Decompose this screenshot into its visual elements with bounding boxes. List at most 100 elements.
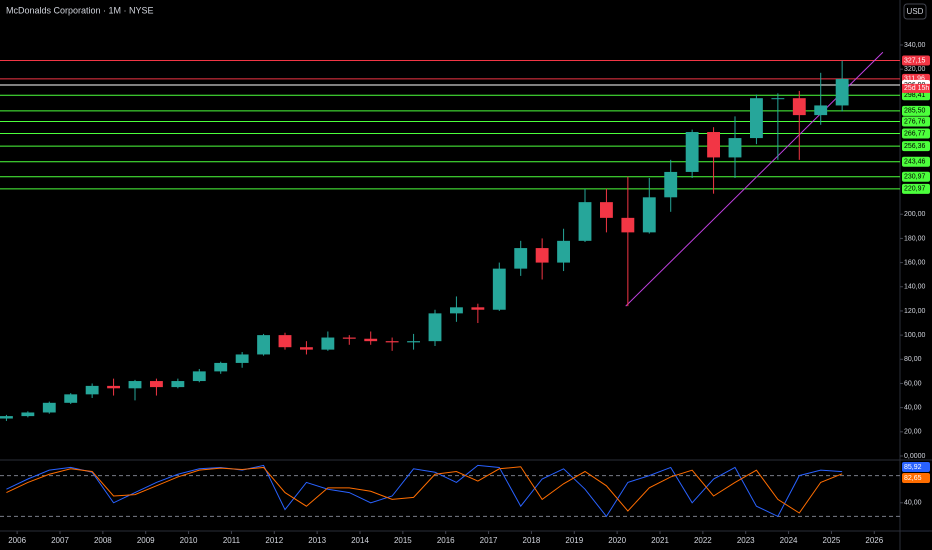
level-label: 220,97 <box>904 186 926 193</box>
x-tick-label: 2017 <box>480 536 498 545</box>
chart-title: McDonalds Corporation · 1M · NYSE <box>6 5 154 15</box>
candle-body <box>278 335 292 348</box>
x-tick-label: 2018 <box>523 536 541 545</box>
candle-body <box>707 132 720 158</box>
y-tick-label: 160,00 <box>904 259 926 266</box>
candle-body <box>0 416 13 419</box>
candle-body <box>835 78 849 106</box>
candle-body <box>321 337 335 350</box>
candle-body <box>342 337 356 339</box>
candle-body <box>450 307 463 314</box>
y-tick-label: 60,00 <box>904 380 922 387</box>
x-tick-label: 2015 <box>394 536 412 545</box>
currency-label[interactable]: USD <box>907 7 924 16</box>
candle-body <box>128 381 142 389</box>
y-tick-label: 120,00 <box>904 308 926 315</box>
candle-body <box>385 341 399 343</box>
candle-body <box>150 381 163 388</box>
level-label: 256,36 <box>904 143 926 150</box>
x-tick-label: 2013 <box>308 536 326 545</box>
candle-body <box>192 371 206 382</box>
y-tick-label: 340,00 <box>904 42 926 49</box>
stoch-line <box>6 466 843 514</box>
candle-body <box>64 394 78 403</box>
level-tag <box>902 141 930 152</box>
candle-body <box>42 402 56 413</box>
candle-body <box>535 248 549 263</box>
candle-body <box>771 98 785 100</box>
stoch-value-tag <box>902 473 930 483</box>
level-label: 266,77 <box>904 130 926 137</box>
level-tag <box>902 156 930 167</box>
candle-body <box>364 338 378 342</box>
x-tick-label: 2014 <box>351 536 369 545</box>
x-tick-label: 2016 <box>437 536 455 545</box>
candle-body <box>792 98 806 116</box>
x-tick-label: 2008 <box>94 536 112 545</box>
x-tick-label: 2007 <box>51 536 69 545</box>
candle-body <box>750 98 763 139</box>
x-tick-label: 2021 <box>651 536 669 545</box>
level-label: 243,46 <box>904 159 926 166</box>
x-tick-label: 2012 <box>265 536 283 545</box>
candle-body <box>235 354 249 363</box>
y-tick-label: 320,00 <box>904 66 926 73</box>
candle-body <box>300 347 313 350</box>
y-tick-label: 0,0000 <box>904 453 926 460</box>
candle-body <box>471 307 485 310</box>
candle-body <box>171 381 185 388</box>
candle-body <box>107 385 120 389</box>
candle-body <box>557 240 570 263</box>
y-tick-label: 40,00 <box>904 404 922 411</box>
candle-body <box>664 171 678 198</box>
candle-body <box>685 132 699 172</box>
candle-body <box>600 202 613 218</box>
stoch-value-label: 82,65 <box>904 475 922 482</box>
x-tick-label: 2020 <box>608 536 626 545</box>
stoch-line <box>6 464 843 518</box>
x-tick-label: 2022 <box>694 536 712 545</box>
x-tick-label: 2006 <box>8 536 26 545</box>
x-tick-label: 2024 <box>780 536 798 545</box>
level-tag <box>902 171 930 182</box>
level-tag <box>902 105 930 116</box>
level-tag <box>902 55 930 66</box>
level-label: 230,97 <box>904 174 926 181</box>
level-tag <box>902 128 930 139</box>
candle-body <box>642 197 656 233</box>
candle-body <box>578 202 592 241</box>
x-tick-label: 2023 <box>737 536 755 545</box>
candle-body <box>728 138 742 158</box>
y-tick-label: 100,00 <box>904 332 926 339</box>
candle-body <box>814 105 828 116</box>
level-label: 285,50 <box>904 108 926 115</box>
candle-body <box>492 268 506 310</box>
candle-body <box>514 248 528 269</box>
level-label: 276,76 <box>904 118 926 125</box>
level-label: 298,41 <box>904 92 926 99</box>
stoch-value-tag <box>902 462 930 472</box>
candle-body <box>21 412 35 417</box>
stoch-tick-label: 40,00 <box>904 500 922 507</box>
y-tick-label: 140,00 <box>904 284 926 291</box>
countdown-label: 25d 15h <box>904 85 929 92</box>
countdown-tag <box>902 83 930 93</box>
x-tick-label: 2011 <box>223 536 241 545</box>
y-tick-label: 20,00 <box>904 429 922 436</box>
x-tick-label: 2009 <box>137 536 155 545</box>
x-tick-label: 2026 <box>865 536 883 545</box>
candle-body <box>407 341 420 343</box>
x-tick-label: 2010 <box>180 536 198 545</box>
level-tag <box>902 116 930 127</box>
y-tick-label: 180,00 <box>904 235 926 242</box>
x-tick-label: 2025 <box>823 536 841 545</box>
level-label: 311,96 <box>904 76 925 83</box>
currency-button[interactable] <box>903 3 927 20</box>
level-tag <box>902 183 930 194</box>
candle-body <box>257 335 270 355</box>
candle-body <box>621 217 635 233</box>
stoch-value-label: 85,92 <box>904 464 922 471</box>
candle-body <box>428 313 442 342</box>
